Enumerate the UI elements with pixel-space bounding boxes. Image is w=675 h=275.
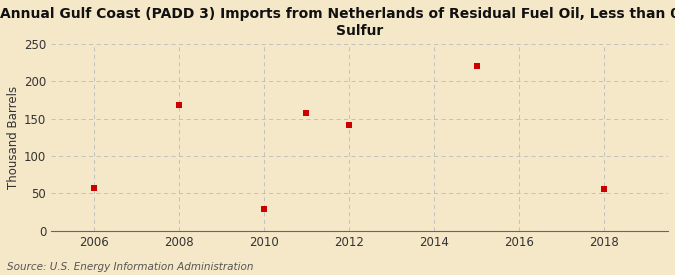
Text: Source: U.S. Energy Information Administration: Source: U.S. Energy Information Administ…	[7, 262, 253, 272]
Point	[88, 186, 99, 190]
Point	[301, 111, 312, 116]
Point	[173, 103, 184, 107]
Point	[259, 207, 269, 211]
Point	[471, 64, 482, 68]
Title: Annual Gulf Coast (PADD 3) Imports from Netherlands of Residual Fuel Oil, Less t: Annual Gulf Coast (PADD 3) Imports from …	[1, 7, 675, 38]
Point	[599, 187, 610, 191]
Point	[344, 123, 354, 128]
Y-axis label: Thousand Barrels: Thousand Barrels	[7, 86, 20, 189]
